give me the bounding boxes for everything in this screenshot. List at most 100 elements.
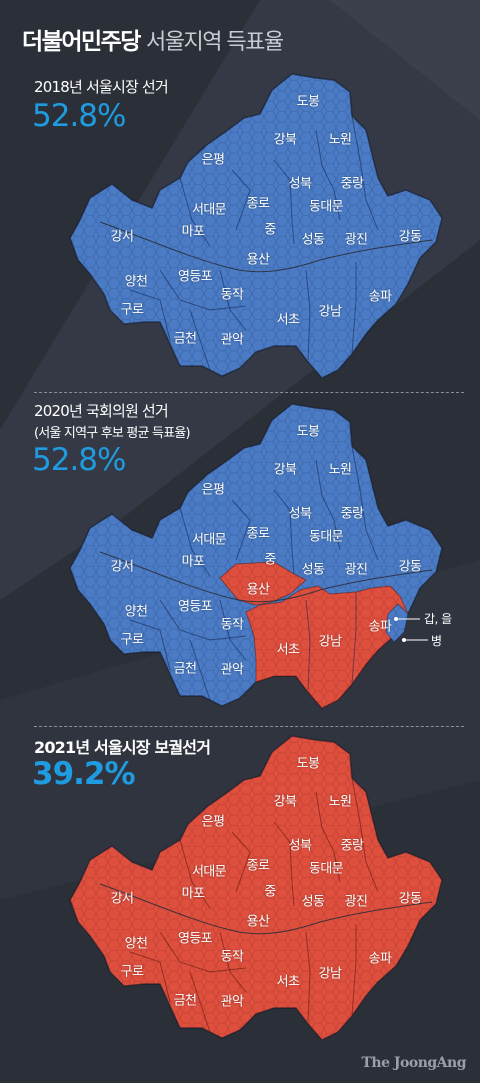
section-divider xyxy=(34,726,464,727)
han-river xyxy=(99,221,433,273)
district-label: 서대문 xyxy=(191,532,227,548)
district-border xyxy=(315,459,341,551)
district-label: 종로 xyxy=(246,858,270,874)
district-border xyxy=(231,831,251,893)
publisher-credit: The JoongAng xyxy=(361,1055,467,1071)
district-border xyxy=(129,289,171,341)
district-label: 구로 xyxy=(120,302,144,318)
vote-share-value: 52.8% xyxy=(32,98,126,134)
district-label: 용산 xyxy=(246,582,270,598)
district-label: 동작 xyxy=(220,287,244,303)
district-border xyxy=(179,177,211,247)
district-label: 용산 xyxy=(246,914,270,930)
district-border xyxy=(351,445,379,561)
page-subtitle: 서울지역 득표율 xyxy=(145,30,284,55)
district-border xyxy=(189,971,211,1033)
page-header: 더불어민주당 서울지역 득표율 xyxy=(22,22,284,56)
map-shape xyxy=(69,403,443,709)
district-label: 종로 xyxy=(246,526,270,542)
map-shape xyxy=(69,73,443,379)
district-label: 중랑 xyxy=(340,176,364,192)
district-border xyxy=(219,931,247,993)
district-border xyxy=(351,924,357,1017)
district-border xyxy=(159,931,247,973)
district-border xyxy=(189,309,211,371)
district-label: 은평 xyxy=(201,814,225,830)
district-border xyxy=(351,115,379,231)
district-border xyxy=(179,839,211,909)
district-label: 강북 xyxy=(273,132,297,148)
district-label: 중 xyxy=(264,884,276,900)
district-label: 강북 xyxy=(273,462,297,478)
district-label: 관악 xyxy=(220,994,244,1010)
district-label: 양천 xyxy=(124,936,148,952)
district-label: 양천 xyxy=(124,604,148,620)
district-label: 금천 xyxy=(173,331,197,347)
page-title: 더불어민주당 xyxy=(22,29,141,55)
district-border xyxy=(129,951,171,1003)
district-label: 동대문 xyxy=(308,861,344,877)
district-label: 서대문 xyxy=(191,202,227,218)
district-label: 영등포 xyxy=(177,269,213,285)
district-border xyxy=(305,599,311,691)
seoul-map: 도봉 강북 노원 은평 성북 중랑 종로 서대문 동대문 강서 마포 중 성동 광진 강동 용산 양천 영등포 동작… xyxy=(60,732,445,1052)
district-label: 종로 xyxy=(246,196,270,212)
district-label: 강동 xyxy=(398,891,422,907)
seoul-outline xyxy=(69,73,443,379)
district-label: 강동 xyxy=(398,229,422,245)
district-label: 마포 xyxy=(181,886,205,902)
district-border xyxy=(231,169,251,231)
district-label: 양천 xyxy=(124,274,148,290)
district-label: 마포 xyxy=(181,554,205,570)
seoul-map: 도봉 강북 노원 은평 성북 중랑 종로 서대문 동대문 강서 마포 중 성동 광진 강동 용산 양천 영등포 동작… xyxy=(60,400,445,720)
han-river xyxy=(99,551,433,603)
district-label: 광진 xyxy=(344,562,368,578)
district-border xyxy=(351,592,357,685)
vote-share-value: 39.2% xyxy=(32,756,136,792)
district-label: 성동 xyxy=(301,562,325,578)
district-label: 강남 xyxy=(318,966,342,982)
section-divider xyxy=(34,392,464,393)
district-border xyxy=(159,599,247,641)
section-label: 2018년 서울시장 선거 xyxy=(34,78,169,96)
district-border xyxy=(315,129,341,221)
district-border xyxy=(159,269,247,311)
district-border xyxy=(179,507,211,577)
district-label: 송파 xyxy=(368,289,392,305)
section-sublabel: (서울 지역구 후보 평균 득표율) xyxy=(34,426,191,441)
section-2018-mayor: 2018년 서울시장 선거 52.8% 도봉 강북 노원 은평 성북 중랑 종로 서대문 동대문… xyxy=(0,0,480,395)
district-label: 중랑 xyxy=(340,838,364,854)
district-label: 송파 xyxy=(368,619,392,635)
district-label: 중 xyxy=(264,222,276,238)
district-label: 성북 xyxy=(288,838,312,854)
district-label: 성북 xyxy=(288,506,312,522)
seoul-outline xyxy=(69,735,443,1041)
district-label: 은평 xyxy=(201,152,225,168)
district-label: 영등포 xyxy=(177,599,213,615)
district-label: 강서 xyxy=(110,559,134,575)
district-label: 송파 xyxy=(368,951,392,967)
district-label: 서초 xyxy=(276,642,300,658)
songpa-gap-eul-callout: 갑, 을 xyxy=(424,612,452,626)
district-label: 용산 xyxy=(246,252,270,268)
district-label: 서대문 xyxy=(191,864,227,880)
district-label: 마포 xyxy=(181,224,205,240)
district-label: 노원 xyxy=(328,462,352,478)
blue-district-songpa-byeong xyxy=(385,603,409,643)
seoul-map: 도봉 강북 노원 은평 성북 중랑 종로 서대문 동대문 강서 마포 중 성동 광진 강동 용산 양천 영등포 동작… xyxy=(60,70,445,390)
district-label: 강서 xyxy=(110,891,134,907)
district-label: 강동 xyxy=(398,559,422,575)
songpa-byeong-callout: 병 xyxy=(431,634,442,648)
red-district-gangnam-area xyxy=(245,585,409,709)
section-label: 2021년 서울시장 보궐선거 xyxy=(34,738,211,757)
district-label: 성북 xyxy=(288,176,312,192)
district-label: 강남 xyxy=(318,634,342,650)
district-label: 노원 xyxy=(328,132,352,148)
district-label: 광진 xyxy=(344,894,368,910)
district-label: 구로 xyxy=(120,632,144,648)
red-district-yongsan xyxy=(219,561,307,606)
district-label: 중랑 xyxy=(340,506,364,522)
district-border xyxy=(305,269,311,361)
district-label: 동작 xyxy=(220,617,244,633)
